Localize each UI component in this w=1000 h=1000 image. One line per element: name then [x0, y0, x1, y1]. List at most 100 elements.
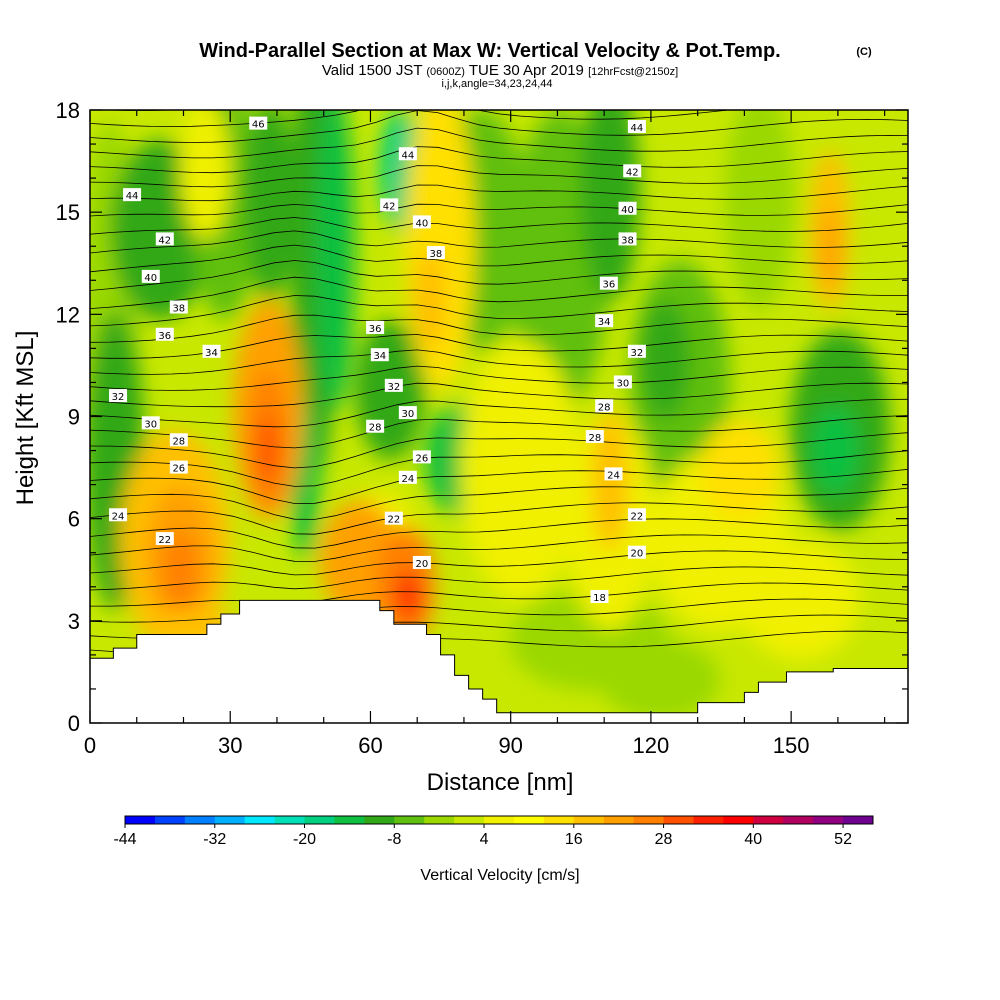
theta-label-text: 24 — [607, 470, 620, 481]
theta-contour — [90, 203, 908, 217]
x-tick-label: 150 — [773, 733, 810, 758]
x-tick-label: 0 — [84, 733, 96, 758]
colorbar-tick-label: 40 — [744, 831, 762, 848]
theta-label-box — [595, 399, 614, 413]
theta-contour — [90, 486, 908, 520]
theta-label-text: 26 — [416, 453, 429, 464]
theta-label-text: 38 — [430, 249, 443, 260]
theta-label: 28 — [585, 429, 604, 444]
theta-label-box — [595, 314, 614, 328]
theta-contour — [90, 110, 908, 143]
theta-label: 44 — [398, 147, 417, 161]
theta-label-text: 44 — [631, 123, 644, 134]
theta-contour — [90, 468, 908, 504]
subtitle-utc: (0600Z) — [426, 66, 465, 78]
theta-label: 40 — [412, 215, 431, 229]
colorbar-swatch — [813, 816, 844, 824]
theta-label-text: 38 — [172, 304, 185, 315]
theta-label-box — [604, 467, 623, 481]
y-tick-label: 3 — [68, 609, 80, 634]
theta-label-text: 42 — [626, 167, 639, 178]
theta-label-box — [109, 389, 128, 403]
theta-label-box — [627, 545, 646, 559]
colorbar-swatch — [753, 816, 784, 824]
theta-label: 42 — [623, 164, 642, 178]
theta-label-box — [590, 589, 609, 603]
theta-label-text: 28 — [598, 402, 611, 413]
theta-labels: 46 44 44 42 42 40 40 38 38 36 36 34 34 32 32 30 30 28 28 26… — [109, 116, 646, 604]
theta-label-text: 28 — [588, 433, 601, 444]
velocity-field — [90, 110, 890, 720]
theta-label: 42 — [155, 232, 174, 246]
theta-label: 24 — [398, 470, 417, 485]
theta-label-text: 40 — [144, 273, 157, 284]
colorbar-swatch — [334, 816, 365, 824]
theta-label: 28 — [366, 419, 385, 434]
theta-label: 38 — [169, 300, 188, 315]
colorbar-tick-label: -20 — [293, 831, 316, 848]
x-tick-label: 30 — [218, 733, 242, 758]
subtitle-fcst: [12hrFcst@2150z] — [588, 66, 678, 78]
theta-label-text: 24 — [112, 511, 125, 522]
theta-label-text: 30 — [401, 409, 414, 420]
axis-ticks — [89, 109, 908, 724]
colorbar-swatch — [513, 816, 545, 824]
theta-label-box — [613, 375, 632, 389]
colorbar-swatch — [394, 816, 425, 824]
colorbar-swatch — [573, 816, 605, 824]
theta-label-box — [618, 201, 637, 215]
theta-label-text: 44 — [401, 150, 414, 161]
theta-label-box — [412, 215, 431, 229]
theta-contour — [90, 518, 908, 549]
colorbar-swatch — [783, 816, 814, 824]
theta-contour — [90, 415, 908, 449]
theta-contour — [90, 502, 908, 535]
theta-contour — [90, 244, 908, 273]
theta-label: 28 — [595, 399, 614, 413]
theta-label: 26 — [412, 450, 431, 464]
theta-label-box — [412, 555, 431, 569]
subtitle-date: TUE 30 Apr 2019 — [469, 62, 584, 79]
colorbar-swatch — [843, 816, 874, 824]
theta-label-text: 46 — [252, 120, 265, 131]
theta-contour — [90, 184, 908, 202]
theta-label: 22 — [155, 532, 174, 546]
theta-label: 32 — [627, 344, 646, 359]
terrain — [90, 600, 908, 723]
theta-contour — [90, 217, 908, 235]
y-tick-label: 12 — [56, 302, 80, 327]
y-axis-label: Height [Kft MSL] — [12, 331, 39, 506]
theta-label: 28 — [169, 433, 188, 447]
subtitle-valid: Valid 1500 JST — [322, 62, 422, 79]
theta-label-box — [366, 419, 385, 433]
y-tick-labels: 0 3 6 9 12 15 18 — [56, 98, 80, 736]
theta-label: 46 — [249, 116, 268, 131]
theta-label-text: 26 — [172, 464, 185, 475]
theta-label-text: 28 — [172, 436, 185, 447]
theta-label: 18 — [590, 589, 609, 604]
theta-label: 24 — [109, 508, 128, 522]
theta-contour — [90, 566, 908, 591]
theta-label: 32 — [109, 389, 128, 403]
colorbar-swatch — [274, 816, 306, 824]
potential-temperature-contours — [90, 110, 908, 655]
theta-contour — [90, 127, 908, 159]
colorbar-swatch — [364, 816, 395, 824]
theta-label: 22 — [384, 511, 403, 526]
colorbar-swatch — [543, 816, 575, 824]
y-tick-label: 6 — [68, 507, 80, 532]
theta-label-box — [366, 320, 385, 334]
theta-label: 36 — [155, 327, 174, 342]
theta-label-text: 40 — [621, 205, 634, 216]
theta-label-text: 28 — [369, 423, 382, 434]
theta-label-box — [627, 508, 646, 522]
theta-label: 36 — [599, 276, 618, 291]
plot-field — [90, 110, 908, 723]
theta-label-text: 36 — [369, 324, 382, 335]
theta-label-box — [618, 232, 637, 246]
theta-label-text: 42 — [158, 235, 171, 246]
theta-label: 36 — [366, 320, 385, 335]
colorbar-swatch — [424, 816, 455, 824]
theta-label-box — [627, 120, 646, 134]
